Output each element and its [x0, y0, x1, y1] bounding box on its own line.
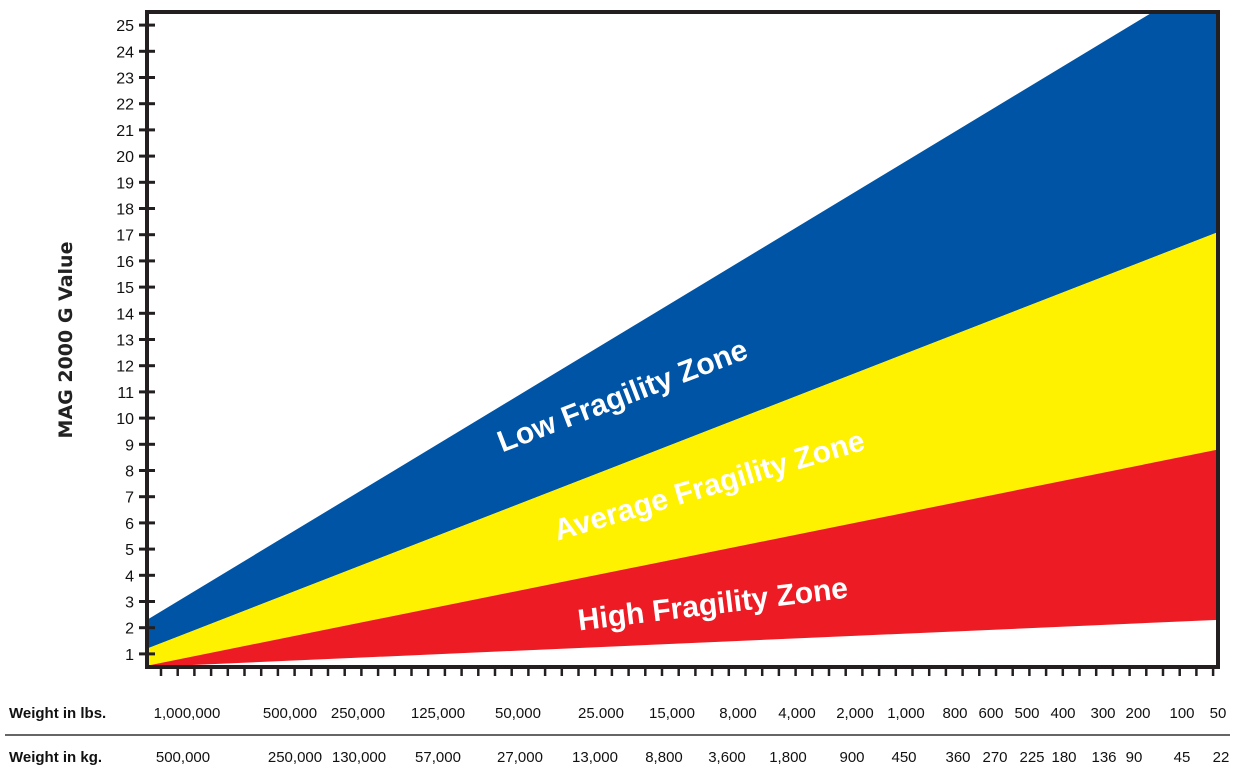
x-tick-label-kg: 225: [1019, 749, 1044, 766]
y-tick-label: 2: [125, 621, 134, 638]
x-tick-label-kg: 250,000: [268, 749, 322, 766]
x-tick-label-kg: 180: [1051, 749, 1076, 766]
y-tick-label: 7: [125, 490, 134, 507]
x-tick-label-lbs: 300: [1090, 705, 1115, 722]
y-tick-label: 24: [116, 44, 134, 61]
x-axis-lbs-tick-labels: 1,000,000 500,000 250,000 125,000 50,000 25.0…: [154, 705, 1227, 722]
y-tick-label: 6: [125, 516, 134, 533]
x-axis-lbs-label: Weight in lbs.: [9, 705, 106, 722]
y-tick-label: 1: [125, 647, 134, 664]
y-tick-label: 5: [125, 542, 134, 559]
x-tick-label-kg: 500,000: [156, 749, 210, 766]
y-tick-label: 10: [116, 411, 134, 428]
x-tick-label-lbs: 4,000: [778, 705, 816, 722]
x-tick-label-kg: 450: [891, 749, 916, 766]
x-tick-label-lbs: 125,000: [411, 705, 465, 722]
x-tick-label-kg: 90: [1126, 749, 1143, 766]
x-axis-tick-marks: [159, 667, 1215, 676]
x-tick-label-lbs: 25.000: [578, 705, 624, 722]
x-tick-label-lbs: 250,000: [331, 705, 385, 722]
x-tick-label-kg: 136: [1091, 749, 1116, 766]
x-tick-label-lbs: 200: [1125, 705, 1150, 722]
x-tick-label-kg: 270: [982, 749, 1007, 766]
average-fragility-zone-area: [147, 232, 1218, 666]
y-tick-label: 9: [125, 437, 134, 454]
high-fragility-zone-area: [147, 449, 1218, 667]
x-tick-label-lbs: 400: [1050, 705, 1075, 722]
y-tick-label: 25: [116, 18, 134, 35]
x-axis-kg-tick-labels: 500,000 250,000 130,000 57,000 27,000 13,000 8…: [156, 749, 1229, 766]
y-tick-label: 17: [116, 228, 134, 245]
x-tick-label-kg: 3,600: [708, 749, 746, 766]
x-tick-label-lbs: 2,000: [836, 705, 874, 722]
x-tick-label-lbs: 1,000: [887, 705, 925, 722]
x-tick-label-kg: 130,000: [332, 749, 386, 766]
x-tick-label-kg: 1,800: [769, 749, 807, 766]
y-tick-label: 12: [116, 359, 134, 376]
x-tick-label-kg: 45: [1174, 749, 1191, 766]
x-tick-label-lbs: 100: [1169, 705, 1194, 722]
x-tick-label-kg: 900: [839, 749, 864, 766]
y-tick-label: 8: [125, 464, 134, 481]
x-tick-label-lbs: 800: [942, 705, 967, 722]
x-tick-label-lbs: 600: [978, 705, 1003, 722]
x-tick-label-kg: 22: [1213, 749, 1230, 766]
x-axis-kg-label: Weight in kg.: [9, 749, 102, 766]
x-tick-label-kg: 360: [945, 749, 970, 766]
x-tick-label-kg: 57,000: [415, 749, 461, 766]
y-axis-label: MAG 2000 G Value: [55, 242, 77, 439]
y-tick-label: 22: [116, 97, 134, 114]
y-tick-label: 3: [125, 595, 134, 612]
y-tick-label: 13: [116, 333, 134, 350]
y-tick-label: 18: [116, 202, 134, 219]
x-tick-label-kg: 27,000: [497, 749, 543, 766]
x-tick-label-lbs: 500,000: [263, 705, 317, 722]
y-tick-label: 21: [116, 123, 134, 140]
y-tick-label: 4: [125, 568, 134, 585]
x-tick-label-lbs: 15,000: [649, 705, 695, 722]
x-tick-label-lbs: 50: [1210, 705, 1227, 722]
low-fragility-zone-area: [147, 12, 1218, 649]
y-tick-label: 15: [116, 280, 134, 297]
y-tick-label: 20: [116, 149, 134, 166]
x-tick-label-kg: 13,000: [572, 749, 618, 766]
y-tick-label: 11: [117, 385, 134, 402]
y-tick-label: 16: [116, 254, 134, 271]
y-tick-label: 14: [116, 306, 134, 323]
x-tick-label-lbs: 500: [1014, 705, 1039, 722]
y-tick-label: 19: [116, 175, 134, 192]
x-tick-label-lbs: 8,000: [719, 705, 757, 722]
y-axis-ticks: 1234567891011121314151617181920212223242…: [116, 18, 155, 664]
x-tick-label-lbs: 50,000: [495, 705, 541, 722]
x-tick-label-lbs: 1,000,000: [154, 705, 221, 722]
x-tick-label-kg: 8,800: [645, 749, 683, 766]
y-tick-label: 23: [116, 71, 134, 88]
